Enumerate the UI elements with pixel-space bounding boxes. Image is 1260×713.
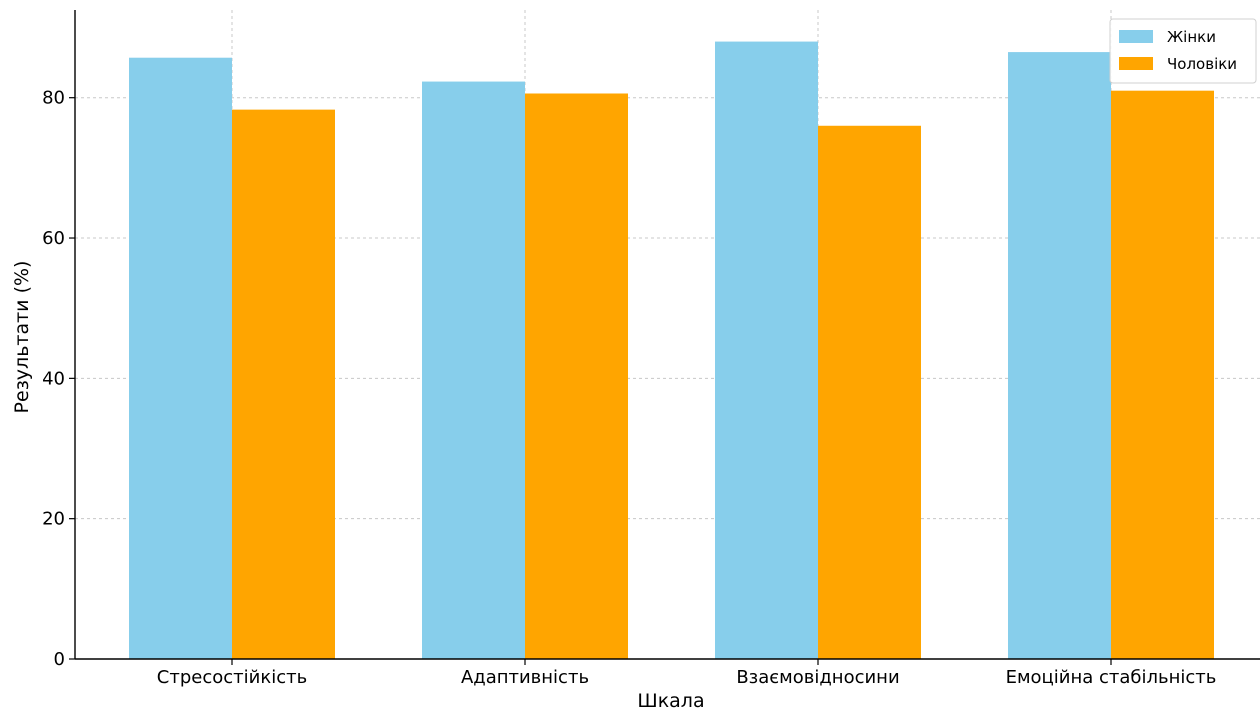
legend-label-men: Чоловіки	[1167, 55, 1237, 73]
y-tick-label: 0	[54, 649, 65, 670]
bar-men	[525, 93, 628, 659]
x-tick-label: Адаптивність	[461, 667, 589, 688]
y-tick-label: 20	[42, 509, 65, 530]
y-tick-label: 80	[42, 88, 65, 109]
y-ticks: 0 20 40 60 80	[42, 88, 75, 670]
bar-men	[818, 125, 921, 659]
y-axis-label: Результати (%)	[11, 261, 33, 414]
x-axis-label: Шкала	[637, 690, 704, 712]
bar-men	[1111, 90, 1214, 660]
y-tick-label: 60	[42, 228, 65, 249]
x-tick-label: Стресостійкість	[157, 667, 307, 688]
bar-women	[129, 57, 232, 660]
bars	[129, 41, 1214, 660]
bar-women	[715, 41, 818, 659]
legend-swatch-men	[1119, 57, 1153, 70]
bar-men	[232, 109, 335, 660]
legend-label-women: Жінки	[1167, 28, 1216, 46]
legend-swatch-women	[1119, 30, 1153, 43]
legend: Жінки Чоловіки	[1109, 18, 1257, 84]
y-tick-label: 40	[42, 368, 65, 389]
x-tick-label: Емоційна стабільність	[1006, 667, 1217, 688]
axes	[74, 10, 1260, 660]
x-tick-label: Взаємовідносини	[736, 667, 899, 688]
x-ticks: Стресостійкість Адаптивність Взаємовідноси…	[157, 659, 1217, 688]
bar-women	[422, 81, 525, 659]
bar-women	[1008, 52, 1111, 660]
